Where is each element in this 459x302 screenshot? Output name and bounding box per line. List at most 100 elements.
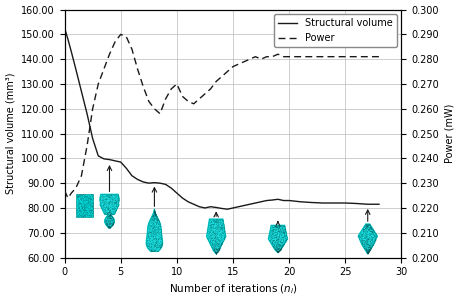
Point: [211, 250, 218, 255]
Point: [274, 237, 281, 242]
Point: [269, 243, 276, 248]
Point: [75, 192, 83, 197]
Point: [214, 229, 221, 233]
Point: [363, 251, 370, 255]
Point: [274, 249, 281, 254]
Point: [209, 231, 217, 236]
Point: [150, 211, 157, 216]
Point: [150, 213, 157, 218]
Point: [149, 213, 157, 217]
Point: [215, 229, 222, 234]
Point: [211, 225, 218, 230]
Point: [157, 241, 164, 246]
Point: [274, 236, 281, 240]
Point: [74, 197, 81, 202]
Point: [211, 225, 218, 230]
Point: [84, 203, 92, 208]
Point: [214, 217, 222, 222]
Point: [213, 241, 220, 246]
Point: [103, 212, 111, 217]
Point: [146, 240, 153, 245]
Point: [363, 233, 370, 238]
Point: [212, 251, 219, 256]
Point: [78, 196, 86, 201]
Point: [279, 223, 286, 228]
Point: [84, 196, 91, 201]
Point: [211, 249, 218, 253]
Point: [365, 240, 373, 245]
Point: [86, 211, 94, 216]
Point: [364, 245, 372, 249]
Point: [151, 209, 158, 214]
Point: [102, 193, 110, 198]
Point: [272, 235, 280, 239]
Point: [81, 207, 88, 212]
Point: [220, 225, 227, 230]
Point: [100, 206, 107, 211]
Point: [97, 194, 105, 199]
Point: [281, 226, 288, 231]
Point: [89, 201, 96, 206]
Point: [76, 193, 83, 198]
Point: [218, 240, 225, 245]
Point: [84, 201, 91, 206]
Point: [102, 200, 109, 204]
Point: [101, 203, 108, 207]
Point: [85, 195, 93, 200]
Point: [80, 211, 88, 216]
Point: [274, 243, 281, 248]
Point: [210, 235, 217, 240]
Point: [102, 207, 110, 212]
Point: [276, 238, 283, 243]
Point: [215, 223, 223, 227]
Point: [155, 230, 162, 235]
Point: [108, 204, 116, 208]
Point: [150, 217, 157, 222]
Point: [358, 237, 365, 242]
Point: [265, 237, 272, 242]
Power: [230, 65, 235, 69]
Point: [212, 250, 219, 255]
Y-axis label: Structural volume (mm³): Structural volume (mm³): [6, 73, 16, 194]
Power: [297, 55, 302, 59]
Point: [208, 217, 215, 222]
Point: [363, 233, 370, 238]
Point: [366, 234, 374, 239]
Point: [365, 248, 373, 253]
Point: [151, 211, 158, 216]
Point: [216, 233, 223, 237]
Point: [279, 237, 286, 242]
Point: [360, 236, 368, 241]
Point: [104, 217, 112, 222]
Point: [207, 240, 215, 245]
Point: [86, 208, 94, 213]
Point: [106, 224, 113, 229]
Structural volume: [95, 154, 101, 158]
Point: [87, 201, 95, 205]
Point: [80, 207, 87, 212]
Point: [157, 244, 164, 249]
Point: [210, 240, 218, 245]
Point: [150, 231, 157, 236]
Point: [280, 230, 288, 234]
Structural volume: [65, 37, 71, 41]
Point: [215, 245, 222, 249]
Point: [362, 223, 369, 228]
Point: [214, 241, 221, 246]
Point: [104, 224, 112, 229]
Point: [218, 229, 225, 234]
Point: [79, 214, 86, 219]
Point: [151, 208, 158, 213]
Point: [105, 225, 112, 230]
Point: [209, 231, 216, 236]
Point: [269, 224, 276, 229]
Point: [274, 236, 281, 241]
Point: [106, 222, 113, 226]
Point: [105, 198, 112, 203]
Point: [212, 220, 219, 224]
Point: [105, 218, 112, 223]
Point: [368, 243, 375, 247]
Point: [103, 222, 110, 227]
Point: [218, 218, 225, 223]
Point: [364, 223, 371, 228]
